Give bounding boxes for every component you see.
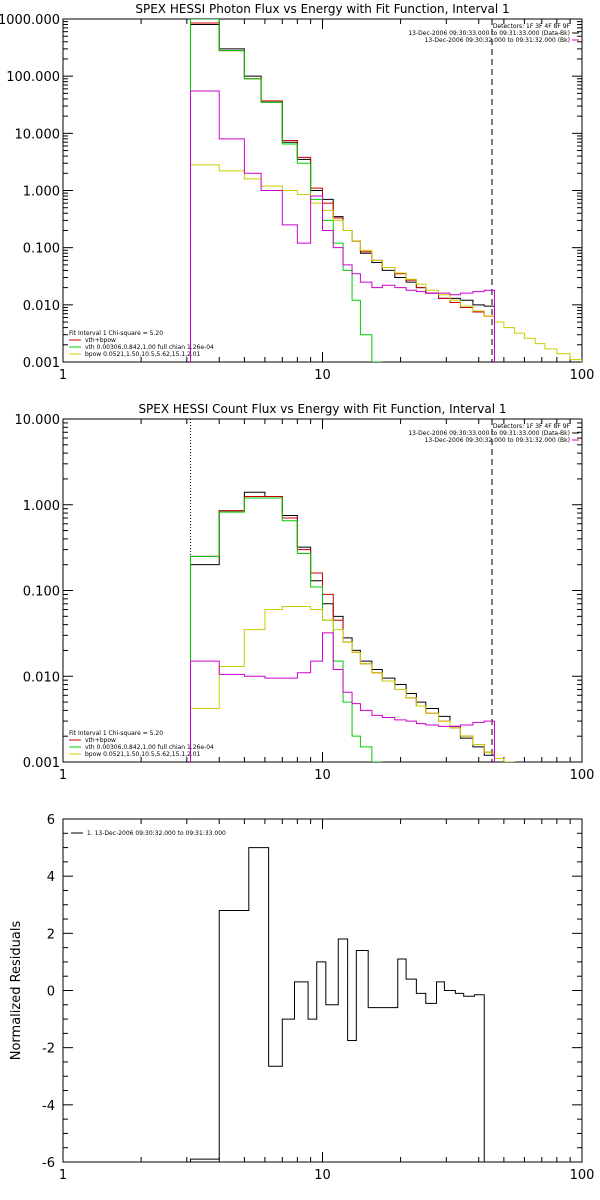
y-tick-label: 0 [47, 985, 55, 1000]
fit-line: bpow 0.0521,1.50,10.5,5.62,15.1,2.01 [85, 351, 201, 358]
y-tick-label: 0.001 [23, 356, 60, 371]
series-group [190, 491, 515, 762]
fit-legend: Fit Interval 1 Chi-square = 5.20vth+bpow… [69, 730, 214, 758]
legend-label: 1. 13-Dec-2006 09:30:32.000 to 09:31:33.… [87, 830, 226, 837]
series-group [190, 19, 582, 362]
residual-legend: 1. 13-Dec-2006 09:30:32.000 to 09:31:33.… [71, 830, 226, 837]
x-tick-label: 100 [570, 368, 595, 383]
y-tick-label: 100.000 [6, 70, 60, 85]
y-ticks: 1000.000 100.000 10.000 1.000 0.100 0.010 0.00… [0, 13, 582, 371]
y-tick-label: 0.100 [23, 242, 60, 257]
y-tick-label: -4 [42, 1099, 55, 1114]
fit-line: vth 0.00306,0.842,1.00 full chian 1.26e-… [85, 744, 214, 751]
chart-title: SPEX HESSI Photon Flux vs Energy with Fi… [135, 2, 509, 16]
fit-line: Fit Interval 1 Chi-square = 5.20 [69, 330, 163, 337]
y-axis-label: Normalized Residuals [9, 921, 24, 1061]
y-tick-label: 2 [47, 927, 55, 942]
y-ticks: 10.000 1.000 0.100 0.010 0.001 [15, 413, 582, 771]
fit-line: bpow 0.0521,1.50,10.5,5.62,15.1,2.01 [85, 751, 201, 758]
y-tick-label: -6 [42, 1156, 55, 1171]
fit-legend: Fit Interval 1 Chi-square = 5.20vth+bpow… [69, 330, 214, 358]
y-tick-label: 0.001 [23, 756, 60, 771]
header-line: 13-Dec-2006 09:30:33.000 to 09:31:33.000… [408, 430, 570, 437]
x-tick-label: 10 [314, 1168, 331, 1183]
y-tick-label: 1000.000 [0, 13, 60, 28]
y-tick-label: 10.000 [15, 127, 61, 142]
header-line: Detectors: 1F 3F 4F 8F 9F [493, 423, 571, 430]
series-data-bk [190, 24, 495, 362]
x-ticks: 1 10 100 [59, 419, 595, 783]
series-vth [190, 497, 383, 762]
chart-title: SPEX HESSI Count Flux vs Energy with Fit… [138, 402, 506, 416]
y-ticks: 6 4 2 0 -2 -4 -6 [42, 813, 582, 1171]
series-group [190, 847, 493, 1162]
series-vth [190, 19, 383, 362]
header-line: 13-Dec-2006 09:30:32.000 to 09:31:32.000… [425, 37, 570, 44]
series-bpow [190, 164, 582, 362]
y-tick-label: 0.100 [23, 585, 60, 600]
header-line: 13-Dec-2006 09:30:33.000 to 09:31:33.000… [408, 30, 570, 37]
series-vth-bpow [190, 22, 495, 362]
series-bpow [190, 606, 515, 762]
header-line: Detectors: 1F 3F 4F 8F 9F [493, 23, 571, 30]
plot-2: SPEX HESSI Count Flux vs Energy with Fit… [15, 402, 595, 783]
plot-1: SPEX HESSI Photon Flux vs Energy with Fi… [0, 2, 594, 383]
y-tick-label: 1.000 [23, 499, 60, 514]
y-tick-label: 4 [47, 870, 55, 885]
header-line: 13-Dec-2006 09:30:32.000 to 09:31:32.000… [425, 437, 570, 444]
y-tick-label: 0.010 [23, 670, 60, 685]
series-residuals [190, 847, 493, 1162]
x-ticks: 1 10 100 [59, 819, 595, 1183]
plot-frame [62, 818, 583, 1163]
series-bk [190, 632, 495, 762]
series-bk [190, 90, 495, 362]
x-tick-label: 1 [59, 368, 67, 383]
y-tick-label: 1.000 [23, 185, 60, 200]
y-tick-label: 10.000 [15, 413, 61, 428]
x-tick-label: 100 [570, 1168, 595, 1183]
fit-line: vth+bpow [85, 337, 116, 344]
plot-3: 1 10 100 6 4 2 0 -2 -4 -6 Normalized Residuals 1. 1… [9, 813, 594, 1183]
x-tick-label: 10 [314, 368, 331, 383]
fit-line: Fit Interval 1 Chi-square = 5.20 [69, 730, 163, 737]
x-tick-label: 1 [59, 768, 67, 783]
y-tick-label: -2 [42, 1042, 55, 1057]
x-tick-label: 100 [570, 768, 595, 783]
x-tick-label: 10 [314, 768, 331, 783]
x-tick-label: 1 [59, 1168, 67, 1183]
fit-line: vth 0.00306,0.842,1.00 full chian 1.26e-… [85, 344, 214, 351]
y-tick-label: 0.010 [23, 299, 60, 314]
fit-line: vth+bpow [85, 737, 116, 744]
x-ticks: 1 10 100 [59, 19, 595, 383]
y-tick-label: 6 [47, 813, 55, 828]
